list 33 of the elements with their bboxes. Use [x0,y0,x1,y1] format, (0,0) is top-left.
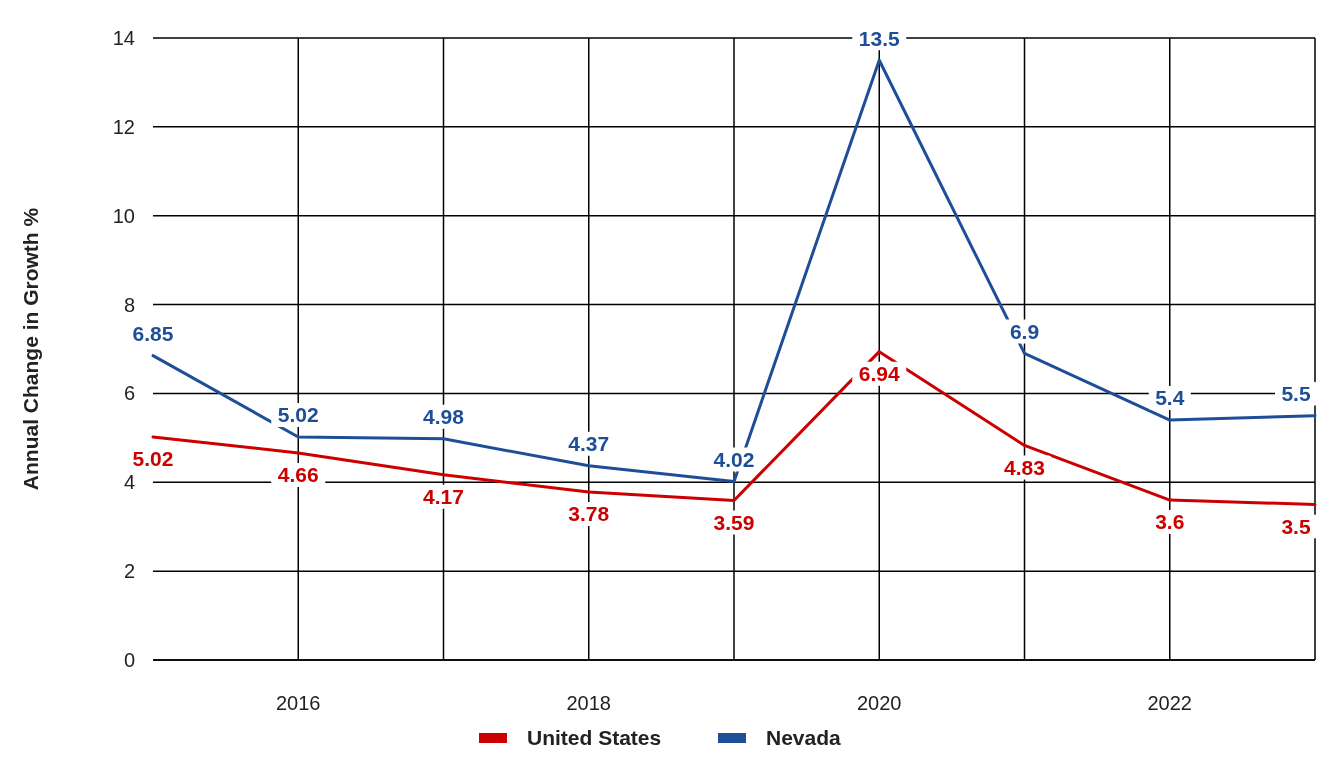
y-tick-label: 14 [112,27,135,49]
data-label: 6.94 [858,362,901,386]
data-label: 4.37 [568,432,610,456]
y-tick-label: 2 [123,560,135,583]
data-label: 4.17 [423,485,464,509]
legend-label: Nevada [766,726,842,750]
x-tick-label: 2020 [857,692,902,714]
data-label: 4.83 [1004,455,1045,479]
data-label: 5.5 [1281,381,1311,405]
x-tick-label: 2022 [1147,692,1192,714]
y-tick-label: 12 [112,115,135,138]
y-tick-label: 4 [123,471,135,494]
data-label: 3.6 [1155,510,1185,534]
legend-label: United States [527,726,662,750]
data-label: 13.5 [858,26,901,50]
y-tick-label: 10 [112,204,135,227]
data-label: 5.02 [132,447,174,471]
data-label: 5.02 [277,403,319,427]
data-label: 4.66 [277,463,319,487]
y-tick-label: 0 [123,649,135,671]
data-label: 3.59 [713,510,755,534]
x-tick-label: 2018 [566,692,611,714]
y-tick-label: 8 [123,293,135,316]
data-label: 3.78 [568,502,610,526]
data-label: 4.02 [713,447,755,471]
data-label: 6.85 [132,322,174,346]
data-label: 5.4 [1155,386,1185,410]
data-label: 4.98 [423,405,465,429]
data-label: 3.5 [1281,514,1311,538]
y-tick-label: 6 [123,382,135,405]
x-tick-label: 2016 [276,692,321,714]
data-label: 6.9 [1009,319,1040,343]
y-axis-title: Annual Change in Growth % [19,207,42,491]
